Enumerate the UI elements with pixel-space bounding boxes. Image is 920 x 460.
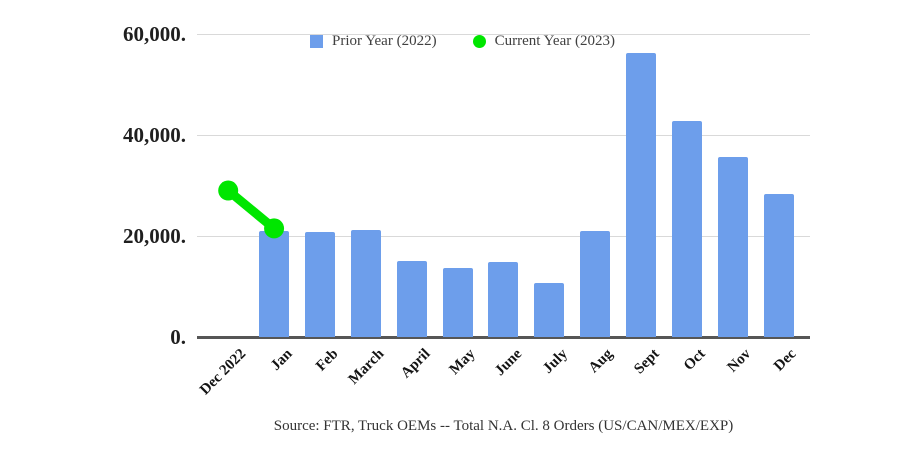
- legend-item: Current Year (2023): [472, 33, 615, 50]
- legend-label: Prior Year (2022): [332, 33, 437, 49]
- x-axis-tick-label: March: [345, 346, 388, 388]
- gridline: [197, 135, 810, 136]
- x-axis-tick-label: May: [446, 346, 479, 378]
- bar-jan: [259, 230, 290, 337]
- bar-aug: [580, 231, 611, 337]
- bar-june: [488, 262, 519, 337]
- x-axis-tick-label: Oct: [680, 346, 709, 374]
- bar-march: [350, 229, 381, 337]
- bar-may: [442, 267, 473, 337]
- bar-sept: [626, 53, 657, 337]
- x-axis-tick-label: Jan: [267, 346, 296, 374]
- bar-april: [396, 260, 427, 337]
- y-axis-tick-label: 60,000.: [123, 22, 186, 46]
- source-note: Source: FTR, Truck OEMs -- Total N.A. Cl…: [273, 418, 734, 434]
- legend-label: Current Year (2023): [494, 33, 615, 49]
- gridline: [197, 236, 810, 237]
- legend: Prior Year (2022) Current Year (2023): [310, 33, 615, 50]
- bar-july: [534, 282, 565, 337]
- x-axis-tick-label: April: [397, 346, 434, 382]
- x-axis-tick-label: Aug: [586, 346, 617, 377]
- x-axis-tick-label: June: [491, 346, 525, 380]
- x-axis-tick-label: Nov: [724, 346, 755, 376]
- x-axis-tick-label: Feb: [312, 346, 342, 375]
- bar-nov: [717, 156, 748, 337]
- y-axis-tick-label: 20,000.: [123, 224, 186, 248]
- x-axis-tick-label: Dec 2022: [197, 346, 250, 399]
- y-axis-tick-label: 40,000.: [123, 123, 186, 147]
- x-axis-tick-label: Sept: [630, 346, 663, 378]
- gridline: [197, 34, 810, 35]
- legend-circle-marker-icon: [472, 35, 486, 48]
- bar-oct: [671, 120, 702, 337]
- x-axis-tick-label: July: [539, 346, 571, 377]
- legend-item: Prior Year (2022): [310, 33, 437, 50]
- legend-square-marker-icon: [310, 35, 323, 48]
- bar-feb: [304, 232, 335, 337]
- x-axis-tick-label: Dec: [771, 346, 800, 375]
- x-axis-line: [197, 336, 810, 339]
- y-axis-tick-label: 0.: [170, 325, 186, 349]
- bar-dec: [763, 193, 794, 337]
